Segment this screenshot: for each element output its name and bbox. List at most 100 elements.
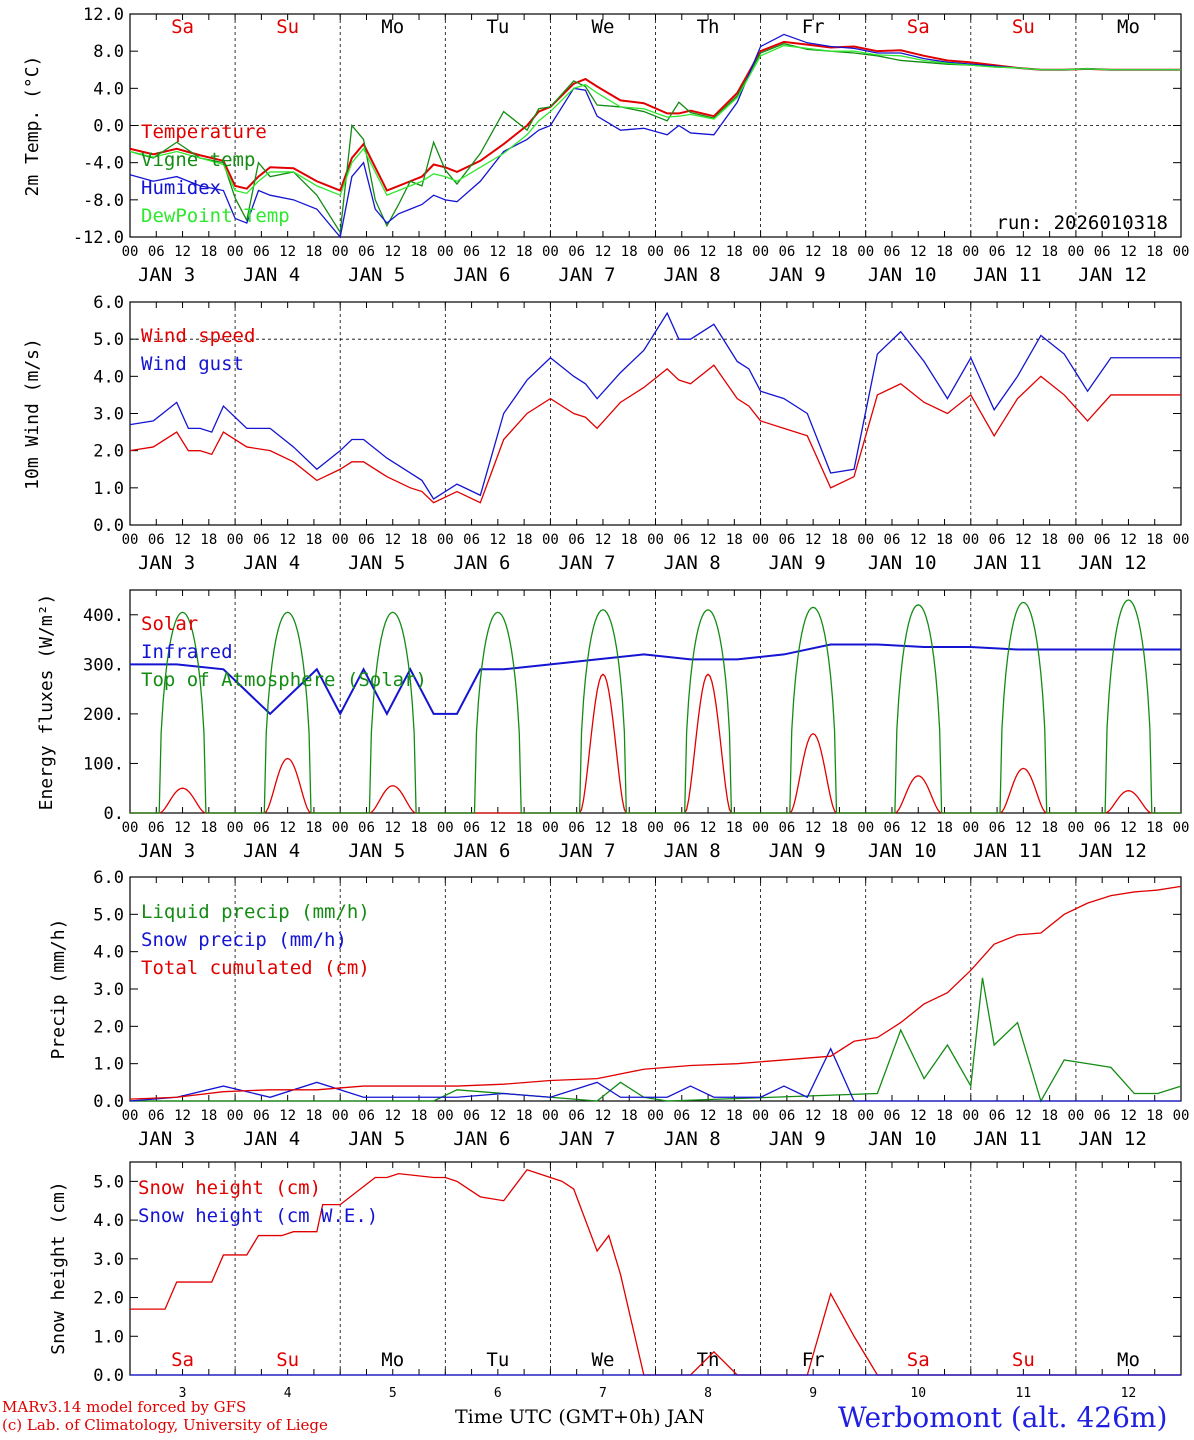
x-hour-label: 12 [910,532,927,548]
x-hour-label: 06 [148,820,165,836]
x-hour-label: 06 [778,532,795,548]
x-hour-label: 18 [621,820,638,836]
x-hour-label: 12 [1015,244,1032,260]
x-hour-label: 00 [227,1108,244,1124]
x-hour-label: 06 [673,532,690,548]
y-tick-label: -12.0 [73,228,124,248]
x-hour-label: 06 [253,532,270,548]
series-line-total-cumulated-cm- [129,885,1182,1100]
y-tick-label: 300. [83,655,124,675]
x-hour-label: 12 [805,820,822,836]
x-hour-label: 18 [936,820,953,836]
x-hour-label: 06 [358,820,375,836]
x-hour-label: 06 [884,532,901,548]
x-hour-label: 06 [1094,820,1111,836]
x-hour-label: 18 [726,1108,743,1124]
x-day-label: JAN 9 [769,552,826,574]
x-day-label: JAN 8 [663,840,720,862]
x-hour-label: 06 [778,1108,795,1124]
x-hour-label: 00 [962,244,979,260]
x-hour-label: 12 [700,532,717,548]
credit-label: (c) Lab. of Climatology, University of L… [2,1416,328,1434]
x-hour-label: 12 [805,244,822,260]
x-hour-label: 06 [568,244,585,260]
y-axis-label: 2m Temp. (°C) [22,56,43,197]
legend-entry: Solar [141,613,198,635]
x-day-label: JAN 12 [1078,1128,1147,1150]
x-hour-label: 18 [1041,1108,1058,1124]
x-day-label: JAN 11 [973,1128,1042,1150]
x-day-label: JAN 6 [453,552,510,574]
x-hour-label: 18 [200,532,217,548]
x-hour-label: 00 [332,1108,349,1124]
x-hour-label: 00 [1173,532,1190,548]
x-hour-label: 18 [305,1108,322,1124]
y-tick-label: 12.0 [83,5,124,25]
x-day-label: JAN 10 [868,1128,937,1150]
x-hour-label: 12 [279,244,296,260]
x-hour-label: 00 [542,532,559,548]
x-hour-label: 00 [647,532,664,548]
legend-entry: Snow height (cm W.E.) [138,1205,378,1227]
x-hour-label: 06 [778,820,795,836]
y-tick-label: 0.0 [93,117,124,137]
model-credit: MARv3.14 model forced by GFS (c) Lab. of… [2,1398,422,1434]
plot-frame [129,301,1182,526]
x-hour-label: 18 [1146,1108,1163,1124]
x-day-label: JAN 11 [973,840,1042,862]
x-hour-label: 00 [122,532,139,548]
x-hour-label: 00 [332,820,349,836]
x-hour-label: 00 [332,244,349,260]
weekday-label: Sa [171,1349,194,1371]
x-hour-label: 12 [700,244,717,260]
x-hour-label: 00 [1173,820,1190,836]
series-line-wind-gust [129,311,1181,500]
x-hour-label: 12 [489,1108,506,1124]
y-tick-label: 2.0 [93,1289,124,1309]
y-axis-label: Energy fluxes (W/m²) [36,594,57,811]
x-hour-label: 12 [805,1108,822,1124]
series-line-dewpoint-temp [129,44,1181,197]
x-hour-label: 18 [411,244,428,260]
x-hour-label: 12 [384,1108,401,1124]
y-axis-label: Snow height (cm) [48,1181,69,1354]
x-day-label: JAN 4 [243,264,300,286]
x-hour-label: 12 [1015,1108,1032,1124]
y-axis-label: Precip (mm/h) [48,919,69,1060]
series-line-liquid-precip-mm-h- [130,977,1182,1103]
y-tick-label: 6.0 [93,293,124,313]
legend-entry: Total cumulated (cm) [141,957,370,979]
y-tick-label: 4.0 [93,943,124,963]
y-tick-label: 1.0 [93,1055,124,1075]
x-day-label: JAN 10 [868,552,937,574]
x-hour-label: 06 [989,820,1006,836]
x-hour-label: 00 [227,820,244,836]
x-hour-label: 18 [936,244,953,260]
x-day-label: JAN 11 [973,552,1042,574]
weekday-label: Su [276,1349,299,1371]
x-hour-label: 06 [148,244,165,260]
x-day-label: JAN 12 [1078,840,1147,862]
x-hour-label: 06 [358,532,375,548]
x-hour-label: 18 [621,532,638,548]
day-number-label: 4 [284,1386,292,1401]
x-hour-label: 06 [253,820,270,836]
x-day-label: JAN 12 [1078,552,1147,574]
plot-frame [129,589,1182,814]
x-hour-label: 06 [253,1108,270,1124]
x-hour-label: 00 [227,244,244,260]
x-hour-label: 00 [122,820,139,836]
x-hour-label: 06 [463,1108,480,1124]
panel-precip: 6.0 5.0 4.0 3.0 2.0 1.0 0.0 Precip (mm/h) 00 06 12… [48,868,1189,1150]
x-day-label: JAN 7 [558,264,615,286]
x-hour-label: 06 [463,532,480,548]
x-hour-label: 12 [1120,244,1137,260]
x-hour-label: 06 [568,532,585,548]
x-hour-label: 06 [463,820,480,836]
x-day-label: JAN 9 [769,264,826,286]
x-hour-label: 18 [726,820,743,836]
day-number-label: 10 [910,1386,926,1401]
x-day-label: JAN 9 [769,840,826,862]
x-day-label: JAN 4 [243,1128,300,1150]
x-hour-label: 00 [542,820,559,836]
